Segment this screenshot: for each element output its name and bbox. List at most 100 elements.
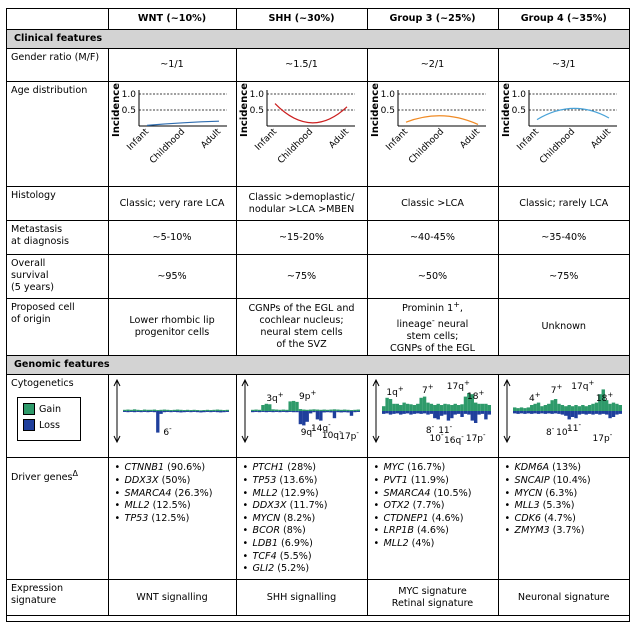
cyto-label-arm: 9q — [301, 428, 312, 438]
loss-bar — [450, 411, 454, 419]
loss-bar — [433, 411, 437, 419]
histology-shh: Classic >demoplastic/nodular >LCA >MBEN — [235, 186, 368, 221]
loss-bar — [319, 411, 323, 421]
gene-frequency: (12.9%) — [277, 487, 319, 499]
loss-bar — [612, 411, 616, 418]
loss-bar — [598, 411, 602, 415]
gain-bar — [182, 410, 186, 412]
cyto-label-arm: 9p — [299, 392, 311, 402]
histology-group3: Classic >LCA — [366, 186, 499, 221]
gene-name: TCF4 — [252, 550, 277, 562]
metastasis-shh: ~15-20% — [235, 220, 368, 255]
gain-bar — [473, 402, 478, 412]
gain-bar — [608, 404, 613, 412]
loss-bar — [268, 411, 272, 413]
gain-bar — [215, 409, 220, 412]
label-cytogenetics: Cytogenetics — [11, 378, 74, 390]
genes-list-group4: KDM6A (13%)SNCAIP (10.4%)MYCN (6.3%)MLL3… — [505, 462, 628, 538]
gain-bar — [443, 404, 447, 412]
legend-loss-label: Loss — [39, 420, 61, 432]
genes-group3: MYC (16.7%)PVT1 (11.9%)SMARCA4 (10.5%)OT… — [366, 457, 499, 581]
genes-list-wnt: CTNNB1 (90.6%)DDX3X (50%)SMARCA4 (26.3%)… — [115, 462, 234, 525]
cyto-label: 10q- — [322, 428, 342, 441]
cyto-label-sign: + — [278, 391, 284, 399]
origin-shh-l3: neural stem cells — [260, 327, 343, 339]
gain-bar — [185, 410, 190, 412]
cyto-label-sign: - — [432, 423, 435, 431]
label-origin-l2: of origin — [11, 314, 51, 325]
arrow-up — [241, 379, 249, 387]
x-tick-label: Infant — [516, 127, 542, 153]
loss-bar — [533, 411, 538, 414]
label-survival-l1: Overall — [11, 258, 46, 269]
cyto-plot-group4: 4+ 7+ 17q+18+8- 10-11-17p- — [503, 379, 623, 444]
loss-bar — [189, 411, 193, 413]
cyto-label: 11- — [438, 423, 452, 436]
gain-bar — [405, 404, 410, 412]
gene-frequency: (26.3%) — [171, 487, 213, 499]
cyto-label-arm: 11 — [567, 424, 578, 434]
y-axis-label: Incidence — [370, 83, 381, 137]
loss-bar — [166, 411, 170, 413]
header-shh: SHH (~30%) — [235, 9, 368, 30]
cyto-cell-wnt: 6- — [107, 374, 237, 459]
gain-bar — [513, 407, 517, 412]
gain-bar — [142, 409, 147, 412]
gain-bar — [450, 405, 454, 412]
label-drivers-cell: Driver genesΔ — [7, 457, 109, 581]
gain-bar — [426, 402, 430, 412]
gene-frequency: (5.3%) — [539, 500, 575, 512]
loss-bar — [412, 411, 417, 415]
metastasis-group4: ~35-40% — [497, 220, 629, 255]
series-line — [146, 120, 220, 126]
gain-bar — [346, 410, 350, 412]
loss-bar — [460, 411, 464, 418]
loss-bar — [123, 411, 127, 413]
legend-gain-swatch — [23, 403, 35, 416]
gene-name: OTX2 — [383, 500, 410, 512]
gene-frequency: (8%) — [280, 525, 306, 537]
loss-bar — [385, 411, 389, 414]
gain-bar — [409, 404, 413, 412]
cyto-label: 8- — [546, 425, 555, 438]
gene-frequency: (13.6%) — [276, 474, 318, 486]
loss-bar — [591, 411, 595, 415]
gene-item: CTDNEP1 (4.6%) — [374, 513, 496, 526]
x-tick-label: Infant — [384, 127, 410, 153]
loss-bar — [584, 411, 589, 415]
gene-item: CDK6 (4.7%) — [505, 513, 628, 526]
origin-group3: Prominin 1+, lineage- neural stem cells; CG… — [366, 297, 499, 357]
genes-shh: PTCH1 (28%)TP53 (13.6%)MLL2 (12.9%)DDX3X… — [235, 457, 368, 581]
section-genomic: Genomic features — [7, 355, 629, 376]
label-metastasis: Metastasis at diagnosis — [7, 220, 109, 255]
gain-bar — [598, 394, 602, 412]
gene-item: DDX3X (11.7%) — [243, 500, 365, 513]
gain-bar — [477, 404, 481, 412]
gender-wnt: ~1/1 — [107, 48, 237, 82]
loss-bar — [288, 411, 292, 413]
gain-bar — [319, 410, 323, 412]
cyto-label: 10- — [556, 425, 570, 438]
loss-bar — [257, 411, 262, 413]
loss-bar — [422, 411, 427, 414]
loss-bar — [516, 411, 521, 415]
gain-bar — [385, 398, 389, 412]
gene-frequency: (4.6%) — [428, 512, 464, 524]
loss-bar — [480, 411, 485, 415]
cyto-label: 10- — [430, 431, 444, 444]
gene-item: MYCN (8.2%) — [243, 513, 365, 526]
cyto-label: 3q+ — [266, 391, 283, 404]
gain-bar — [156, 410, 160, 412]
loss-bar — [202, 411, 206, 413]
label-expression-l2: signature — [11, 595, 57, 607]
gain-bar — [302, 409, 306, 412]
gain-bar — [179, 410, 183, 412]
gene-item: CTNNB1 (90.6%) — [115, 462, 234, 475]
gain-bar — [419, 398, 423, 412]
cyto-label-arm: 6 — [163, 428, 169, 438]
gain-bar — [577, 406, 582, 412]
gain-bar — [388, 399, 393, 412]
gain-bar — [312, 409, 316, 412]
gene-name: DDX3X — [252, 500, 287, 512]
